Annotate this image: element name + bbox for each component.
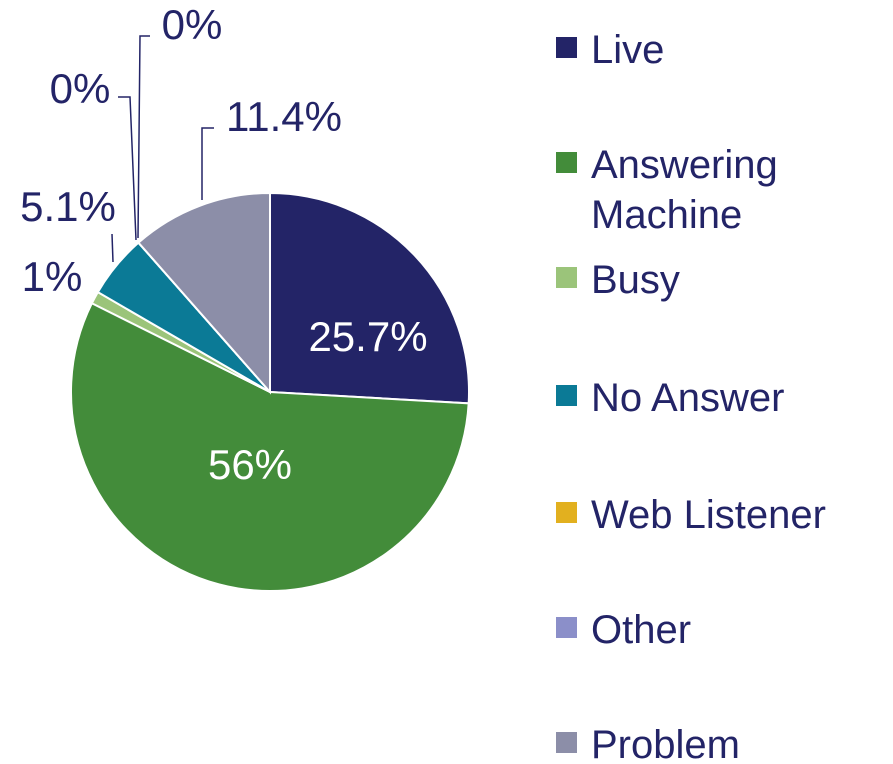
legend-label: Other [591, 608, 692, 652]
legend-label: Web Listener [591, 493, 826, 537]
legend-label: Live [591, 28, 665, 72]
legend-item: Other [556, 605, 881, 655]
legend-swatch [556, 617, 577, 638]
leader-line [118, 96, 137, 241]
legend-swatch [556, 37, 577, 58]
pie-slice [137, 191, 271, 395]
legend-label: Answering Machine [591, 143, 778, 237]
data-label: 0% [50, 65, 111, 112]
pie-slice [70, 301, 470, 592]
leader-line [111, 233, 114, 263]
leader-line [201, 127, 214, 200]
pie-slice [269, 191, 470, 405]
legend-label: No Answer [591, 376, 785, 420]
legend-label: Busy [591, 258, 680, 302]
legend-swatch [556, 385, 577, 406]
leader-line [137, 35, 150, 239]
legend-swatch [556, 732, 577, 753]
legend-swatch [556, 152, 577, 173]
data-label: 0% [162, 1, 223, 48]
legend-item: No Answer [556, 373, 881, 423]
data-label: 1% [22, 253, 83, 300]
legend-item: Busy [556, 255, 881, 305]
legend-swatch [556, 502, 577, 523]
legend-item: Live [556, 25, 881, 75]
legend-item: Problem [556, 720, 881, 764]
data-label: 11.4% [226, 93, 342, 140]
data-label: 5.1% [20, 183, 116, 230]
legend-swatch [556, 267, 577, 288]
legend-item: Web Listener [556, 490, 881, 540]
legend-item: Answering Machine [556, 140, 881, 240]
data-label: 25.7% [308, 313, 427, 360]
legend-label: Problem [591, 723, 740, 764]
data-label: 56% [208, 441, 292, 488]
